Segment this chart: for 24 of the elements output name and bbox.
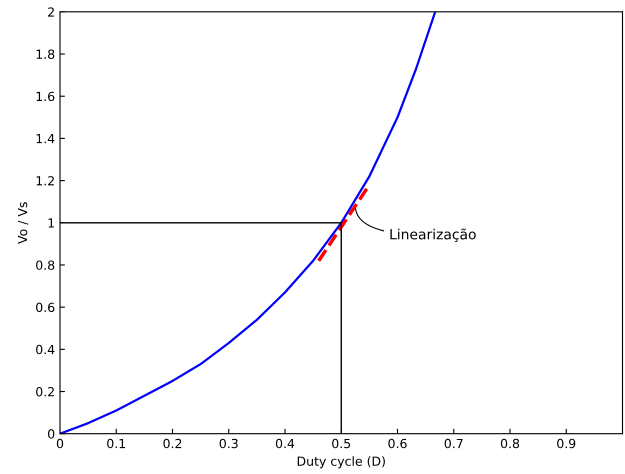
x-tick-label: 0.3 xyxy=(220,438,238,448)
y-tick-label: 1.4 xyxy=(36,134,54,144)
y-tick-label: 0.8 xyxy=(36,260,54,270)
y-tick-label: 0.2 xyxy=(36,386,54,396)
y-tick-label: 1.6 xyxy=(36,92,54,102)
annotation: Linearização xyxy=(390,228,476,242)
y-tick-label: 1.2 xyxy=(36,176,54,186)
y-tick-label: 1 xyxy=(48,218,54,228)
x-axis-title: Duty cycle (D) xyxy=(298,456,385,468)
y-axis-title: Vo / Vs xyxy=(18,202,28,244)
x-tick-label: 0 xyxy=(56,438,64,448)
y-tick-label: 1.8 xyxy=(36,50,54,59)
x-tick-label: 0.7 xyxy=(444,438,463,448)
y-tick-label: 0.4 xyxy=(36,344,54,354)
y-tick-label: 0.6 xyxy=(36,302,54,312)
x-tick-label: 0.9 xyxy=(557,438,576,448)
x-tick-label: 0.4 xyxy=(276,438,294,448)
x-tick-label: 0.1 xyxy=(107,438,126,448)
y-tick-label: 2 xyxy=(48,7,54,17)
x-tick-label: 0.8 xyxy=(500,438,520,448)
x-tick-label: 0.6 xyxy=(388,438,407,448)
x-tick-label: 0.2 xyxy=(163,438,182,448)
x-tick-label: 0.5 xyxy=(332,438,350,448)
y-tick-label: 0 xyxy=(48,429,54,439)
